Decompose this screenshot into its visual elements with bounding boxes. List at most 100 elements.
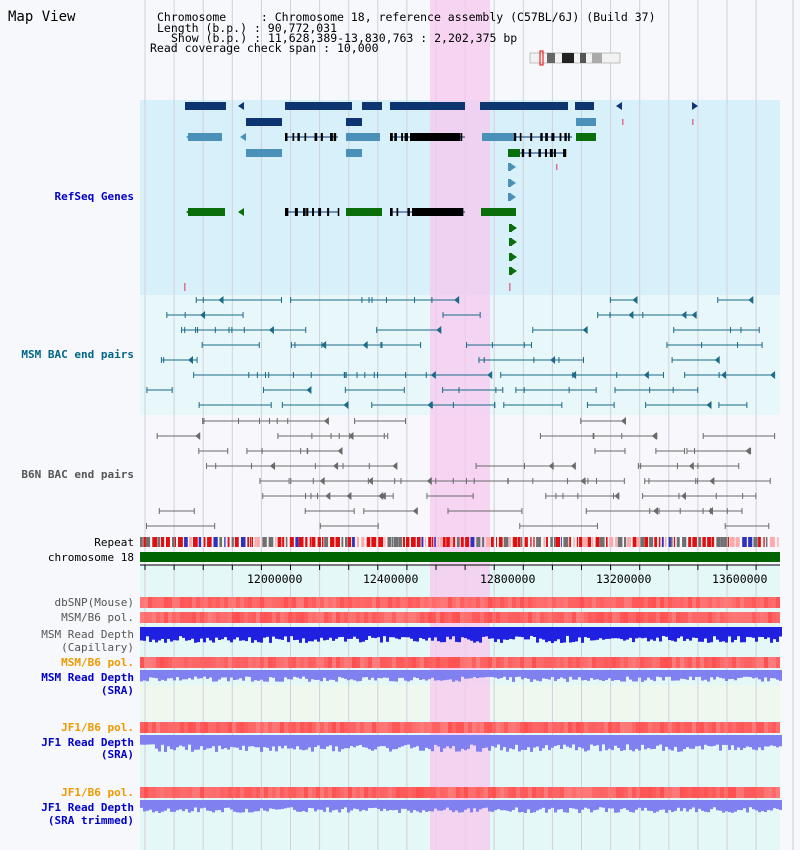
- heat-cell: [176, 612, 180, 623]
- gene-bar: [246, 118, 282, 126]
- depth-bar: [164, 735, 167, 752]
- depth-bar: [485, 800, 488, 808]
- heat-cell: [508, 597, 512, 608]
- heat-cell: [332, 722, 336, 733]
- depth-bar: [746, 800, 749, 813]
- track-label-msm-depth-cap[interactable]: MSM Read Depth: [41, 628, 134, 641]
- heat-cell: [436, 597, 440, 608]
- heat-cell: [160, 787, 164, 798]
- repeat-segment: [720, 537, 723, 547]
- track-label-dbsnp[interactable]: dbSNP(Mouse): [54, 596, 134, 609]
- depth-bar: [608, 627, 611, 639]
- heat-cell: [160, 657, 164, 668]
- heat-cell: [632, 657, 636, 668]
- track-label-b6n-bac[interactable]: B6N BAC end pairs: [21, 468, 134, 481]
- heat-cell: [676, 722, 680, 733]
- depth-bar: [152, 627, 155, 640]
- heat-tracks[interactable]: [140, 597, 780, 798]
- depth-bar: [389, 627, 392, 638]
- depth-bar: [560, 670, 563, 678]
- repeat-segment: [520, 537, 523, 547]
- depth-bar: [503, 627, 506, 640]
- depth-bar: [581, 627, 584, 643]
- heat-cell: [428, 657, 432, 668]
- msm-bac-track[interactable]: [146, 296, 776, 409]
- depth-bar: [377, 627, 380, 638]
- heat-cell: [452, 722, 456, 733]
- track-label-jf1-b6-pol-2[interactable]: JF1/B6 pol.: [61, 786, 134, 799]
- depth-bar: [626, 735, 629, 745]
- depth-bar: [149, 735, 152, 745]
- depth-bar: [233, 627, 236, 640]
- heat-cell: [244, 722, 248, 733]
- depth-bar: [446, 735, 449, 747]
- highlight-region[interactable]: [430, 0, 490, 850]
- depth-bar: [665, 627, 668, 637]
- heat-cell: [668, 612, 672, 623]
- depth-bar: [332, 735, 335, 752]
- depth-bar: [362, 670, 365, 678]
- heat-cell: [364, 722, 368, 733]
- heat-cell: [696, 612, 700, 623]
- heat-cell: [348, 612, 352, 623]
- repeat-segment: [434, 537, 436, 547]
- depth-bar: [593, 670, 596, 680]
- depth-bar: [158, 800, 161, 813]
- depth-bar: [218, 800, 221, 811]
- gene-bar: [185, 102, 226, 110]
- b6n-bac-track[interactable]: [145, 417, 776, 529]
- length-info: Length (b.p.) : 90,772,031: [157, 21, 338, 35]
- track-label-refseq[interactable]: RefSeq Genes: [54, 190, 134, 203]
- track-label-msm-b6-pol-2[interactable]: MSM/B6 pol.: [61, 656, 134, 669]
- bac-arrow: [580, 477, 586, 485]
- chromosome-ideogram[interactable]: [529, 50, 621, 66]
- heat-cell: [216, 722, 220, 733]
- depth-bar: [623, 735, 626, 751]
- depth-bar: [653, 670, 656, 682]
- heat-cell: [272, 657, 276, 668]
- heat-cell: [172, 597, 176, 608]
- refseq-gene-track[interactable]: [184, 102, 698, 291]
- repeat-segment: [305, 537, 308, 547]
- depth-bar: [245, 800, 248, 809]
- heat-cell: [184, 612, 188, 623]
- repeat-track[interactable]: [140, 537, 779, 547]
- heat-cell: [160, 722, 164, 733]
- gene-exon: [306, 208, 309, 216]
- heat-cell: [752, 787, 756, 798]
- gene-bar: [188, 133, 222, 141]
- heat-cell: [208, 657, 212, 668]
- heat-cell: [184, 597, 188, 608]
- depth-bar: [290, 800, 293, 808]
- track-label-jf1-depth-trim[interactable]: JF1 Read Depth: [41, 801, 134, 814]
- track-label-jf1-b6-pol-1[interactable]: JF1/B6 pol.: [61, 721, 134, 734]
- depth-bar: [281, 735, 284, 749]
- heat-cell: [660, 787, 664, 798]
- heat-cell: [692, 722, 696, 733]
- heat-cell: [472, 597, 476, 608]
- track-label-msm-bac[interactable]: MSM BAC end pairs: [21, 348, 134, 361]
- depth-bar: [293, 735, 296, 750]
- heat-cell: [692, 612, 696, 623]
- heat-cell: [772, 722, 776, 733]
- depth-bar: [149, 670, 152, 678]
- track-label-msm-depth-sra[interactable]: MSM Read Depth: [41, 671, 134, 684]
- depth-bar: [590, 735, 593, 745]
- gene-exon: [333, 133, 337, 141]
- heat-cell: [528, 597, 532, 608]
- track-label-msm-b6-pol-1[interactable]: MSM/B6 pol.: [61, 611, 134, 624]
- track-label-repeat[interactable]: Repeat: [94, 536, 134, 549]
- chromosome-bar[interactable]: [140, 552, 780, 562]
- heat-cell: [436, 787, 440, 798]
- track-label-chromosome[interactable]: chromosome 18: [47, 551, 134, 564]
- depth-bar: [614, 627, 617, 639]
- depth-bar: [659, 627, 662, 642]
- depth-bar: [146, 670, 149, 682]
- track-label-jf1-depth-sra[interactable]: JF1 Read Depth: [41, 736, 134, 749]
- heat-cell: [404, 597, 408, 608]
- heat-cell: [228, 657, 232, 668]
- depth-tracks[interactable]: [140, 627, 782, 813]
- heat-cell: [720, 612, 724, 623]
- depth-bar: [479, 800, 482, 810]
